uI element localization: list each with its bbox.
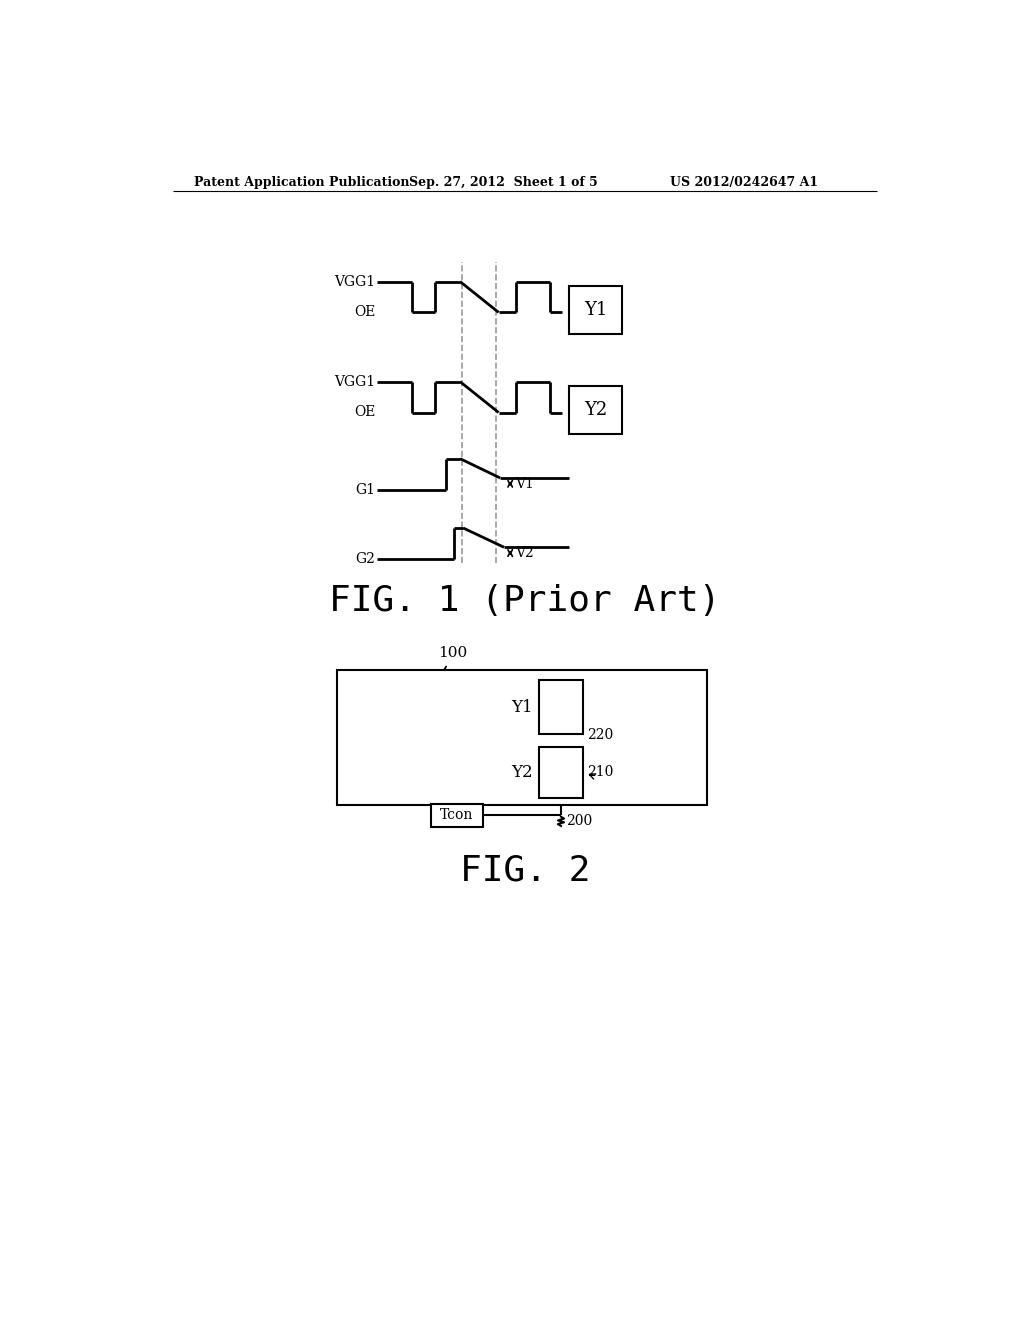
Text: V1: V1 — [515, 477, 534, 491]
Text: Tcon: Tcon — [440, 808, 474, 822]
Bar — [337, 671, 707, 805]
Text: 100: 100 — [438, 647, 468, 660]
Text: 220: 220 — [587, 727, 613, 742]
Text: Sep. 27, 2012  Sheet 1 of 5: Sep. 27, 2012 Sheet 1 of 5 — [410, 176, 598, 189]
Text: Y1: Y1 — [511, 698, 532, 715]
Bar — [569, 387, 622, 434]
Text: 210: 210 — [587, 766, 613, 780]
Bar — [569, 286, 622, 334]
Text: OE: OE — [354, 405, 376, 420]
Text: VGG1: VGG1 — [334, 275, 376, 289]
Text: FIG. 2: FIG. 2 — [460, 854, 590, 887]
Bar — [539, 681, 584, 734]
Text: G2: G2 — [355, 552, 376, 566]
Text: V2: V2 — [515, 546, 534, 560]
Text: VGG1: VGG1 — [334, 375, 376, 388]
Bar — [539, 747, 584, 797]
Text: Y1: Y1 — [584, 301, 607, 319]
Text: US 2012/0242647 A1: US 2012/0242647 A1 — [670, 176, 818, 189]
Text: Y2: Y2 — [584, 401, 607, 420]
Text: 200: 200 — [565, 814, 592, 829]
Text: G1: G1 — [355, 483, 376, 496]
Text: OE: OE — [354, 305, 376, 319]
Bar — [431, 804, 483, 826]
Text: Patent Application Publication: Patent Application Publication — [194, 176, 410, 189]
Text: Y2: Y2 — [511, 764, 532, 781]
Text: FIG. 1 (Prior Art): FIG. 1 (Prior Art) — [329, 585, 721, 618]
